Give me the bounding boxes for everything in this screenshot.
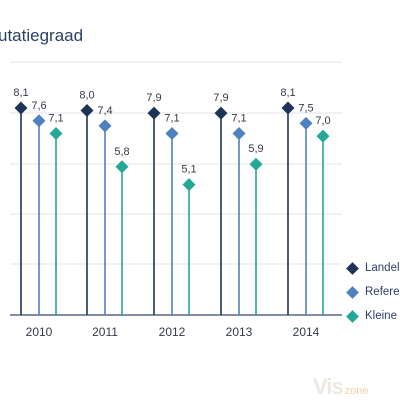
marker-s0-c4 <box>281 101 295 115</box>
data-label-s0-c0: 8,1 <box>13 87 28 99</box>
data-label-s2-c1: 5,8 <box>114 146 129 158</box>
data-label-layer: 8,1 8,0 7,9 7,9 8,17,6 7,47,1 7,17,57,15,85,15… <box>13 87 330 176</box>
data-label-s1-c4: 7,5 <box>298 102 313 114</box>
marker-s1-c4 <box>299 116 313 130</box>
data-label-s2-c4: 7,0 <box>315 115 330 127</box>
grid-layer <box>10 61 342 316</box>
x-tick-2010: 2010 <box>26 325 53 339</box>
marker-s2-c0 <box>49 127 63 141</box>
x-tick-2011: 2011 <box>92 325 118 339</box>
x-tick-2012: 2012 <box>159 325 186 339</box>
data-label-s0-c3: 7,9 <box>213 92 228 104</box>
marker-layer <box>14 101 330 192</box>
legend-label-referentie: Referen <box>365 286 400 298</box>
watermark-brand: Vis <box>313 374 344 399</box>
marker-s2-c1 <box>115 160 129 174</box>
marker-s1-c3 <box>232 127 246 141</box>
legend-marker-kleine <box>346 309 359 323</box>
legend: Landelij Referen Kleine N <box>346 256 400 328</box>
marker-s1-c1 <box>98 119 112 133</box>
data-label-s0-c1: 8,0 <box>79 90 94 102</box>
marker-s2-c4 <box>316 129 330 143</box>
data-label-s2-c3: 5,9 <box>248 143 263 155</box>
data-label-s0-c2: 7,9 <box>146 92 161 104</box>
data-label-s1-c1: 7,4 <box>97 105 112 117</box>
legend-marker-landelijk <box>346 261 359 275</box>
legend-label-kleine: Kleine N <box>365 310 400 322</box>
data-label-s1-c3: 7,1 <box>231 113 246 125</box>
marker-s1-c0 <box>32 114 46 128</box>
marker-s0-c2 <box>147 106 161 120</box>
data-label-s2-c0: 7,1 <box>48 113 63 125</box>
chart-title: utatiegraad <box>0 26 84 45</box>
stem-layer <box>20 108 324 315</box>
marker-s0-c0 <box>14 101 28 115</box>
marker-s0-c1 <box>80 104 94 118</box>
legend-marker-referentie <box>346 285 359 299</box>
marker-s1-c2 <box>165 127 179 141</box>
x-tick-2013: 2013 <box>226 325 253 339</box>
data-label-s0-c4: 8,1 <box>280 87 295 99</box>
x-tick-layer: 2010 2011 2012 2013 2014 <box>26 325 320 339</box>
legend-item-landelijk: Landelij <box>346 256 400 280</box>
data-label-s2-c2: 5,1 <box>181 164 196 176</box>
watermark-suffix: zone <box>344 385 369 397</box>
legend-label-landelijk: Landelij <box>365 262 400 274</box>
legend-item-kleine: Kleine N <box>346 304 400 328</box>
data-label-s1-c0: 7,6 <box>31 100 46 112</box>
marker-s2-c3 <box>249 157 263 171</box>
marker-s2-c2 <box>182 178 196 192</box>
legend-item-referentie: Referen <box>346 280 400 304</box>
x-tick-2014: 2014 <box>293 325 320 339</box>
marker-s0-c3 <box>214 106 228 120</box>
data-label-s1-c2: 7,1 <box>164 113 179 125</box>
watermark-logo: Vis zone <box>313 374 368 400</box>
